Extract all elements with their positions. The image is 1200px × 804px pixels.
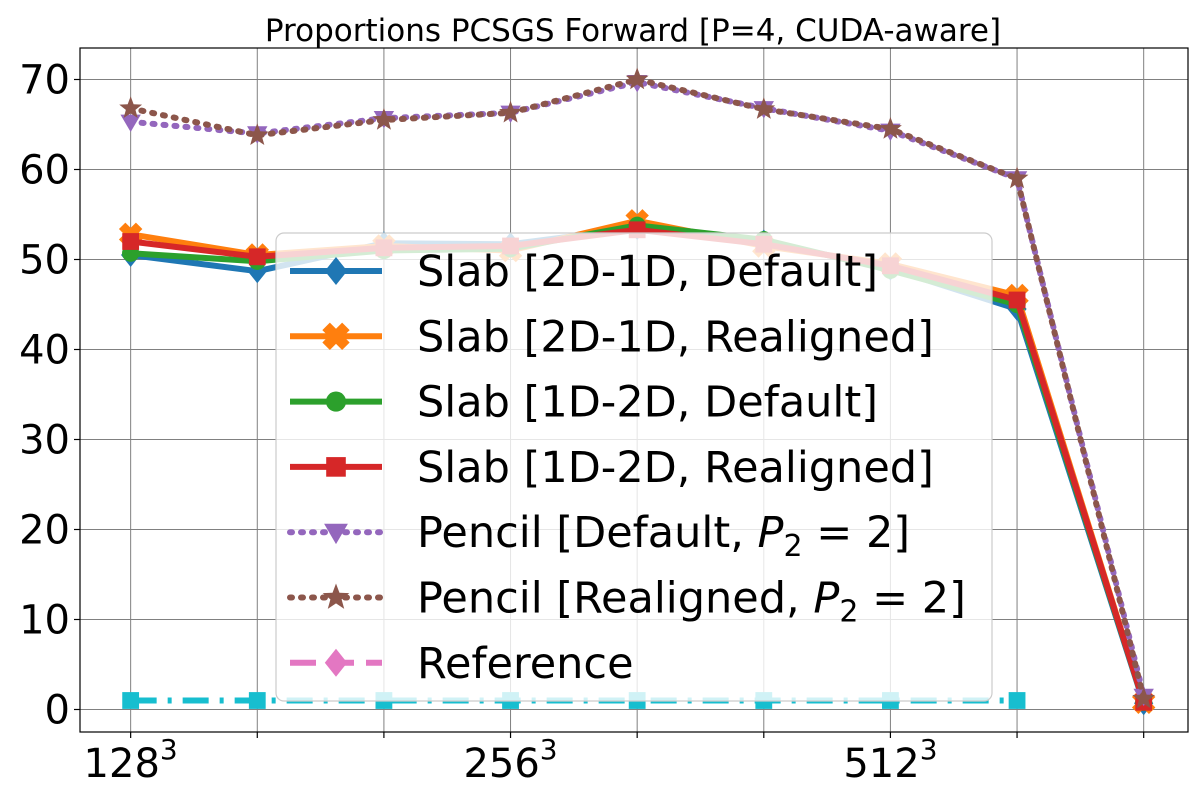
- data-point: [625, 67, 649, 90]
- legend-item: Slab [1D-2D, Realigned]: [290, 443, 934, 493]
- data-point: [245, 123, 269, 146]
- legend-label: Slab [1D-2D, Realigned]: [417, 443, 934, 493]
- legend-item: Slab [2D-1D, Default]: [290, 247, 878, 297]
- data-point: [879, 117, 902, 139]
- x-tick-label: 1283: [84, 733, 178, 787]
- data-point: [1008, 692, 1026, 709]
- data-point: [120, 114, 141, 132]
- legend-swatch-marker-bar: [322, 322, 350, 350]
- axes: 0 10 20 30 40 50 60 70 1283 2563 5123: [19, 47, 1189, 787]
- legend-item: Slab [1D-2D, Default]: [290, 378, 878, 428]
- legend-item: Pencil [Default, P2 = 2]: [287, 508, 910, 564]
- y-tick-label: 10: [19, 598, 70, 644]
- legend-swatch-marker: [326, 457, 346, 477]
- legend-swatch-marker: [324, 257, 348, 285]
- legend-item: Pencil [Realigned, P2 = 2]: [287, 574, 966, 630]
- legend-swatch-marker: [325, 391, 347, 412]
- legend-swatch-marker: [322, 322, 350, 350]
- y-tick-label: 50: [19, 238, 70, 284]
- data-point: [122, 233, 140, 250]
- data-point: [248, 692, 266, 709]
- data-point: [119, 96, 143, 119]
- legend-swatch-marker: [324, 648, 348, 677]
- legend-label: Slab [2D-1D, Realigned]: [417, 312, 934, 362]
- data-point: [122, 692, 140, 709]
- x-tick-label: 2563: [463, 733, 557, 787]
- y-tick-label: 0: [45, 688, 70, 734]
- legend-label: Reference: [417, 639, 634, 689]
- legend-label: Pencil [Realigned, P2 = 2]: [417, 574, 966, 630]
- data-point: [372, 108, 396, 130]
- legend-item: Reference: [290, 639, 634, 689]
- series-5: [119, 67, 1156, 709]
- y-tick-label: 70: [19, 58, 70, 104]
- data-point: [499, 100, 522, 123]
- data-point: [248, 248, 266, 266]
- legend-label: Pencil [Default, P2 = 2]: [417, 508, 910, 564]
- y-tick-label: 40: [19, 328, 70, 374]
- legend-label: Slab [2D-1D, Default]: [417, 247, 878, 297]
- data-point: [752, 97, 776, 119]
- data-point: [1005, 166, 1029, 189]
- chart-title: Proportions PCSGS Forward [P=4, CUDA-awa…: [265, 13, 1001, 49]
- legend-label: Slab [1D-2D, Default]: [417, 378, 878, 428]
- legend-item: Slab [2D-1D, Realigned]: [290, 312, 934, 362]
- series-line: [127, 79, 1147, 699]
- legend-box: [275, 232, 993, 702]
- data-point: [1132, 686, 1156, 709]
- y-tick-label: 60: [19, 148, 70, 194]
- legend: Slab [2D-1D, Default] Slab [2D-1D, Realig…: [275, 232, 993, 702]
- y-tick-label: 30: [19, 418, 70, 464]
- plot-frame: [79, 47, 1189, 733]
- legend-swatch-marker: [322, 583, 350, 609]
- y-tick-label: 20: [19, 508, 70, 554]
- data-point: [1008, 291, 1026, 309]
- legend-swatch-marker: [324, 523, 348, 545]
- x-tick-label: 5123: [843, 733, 937, 787]
